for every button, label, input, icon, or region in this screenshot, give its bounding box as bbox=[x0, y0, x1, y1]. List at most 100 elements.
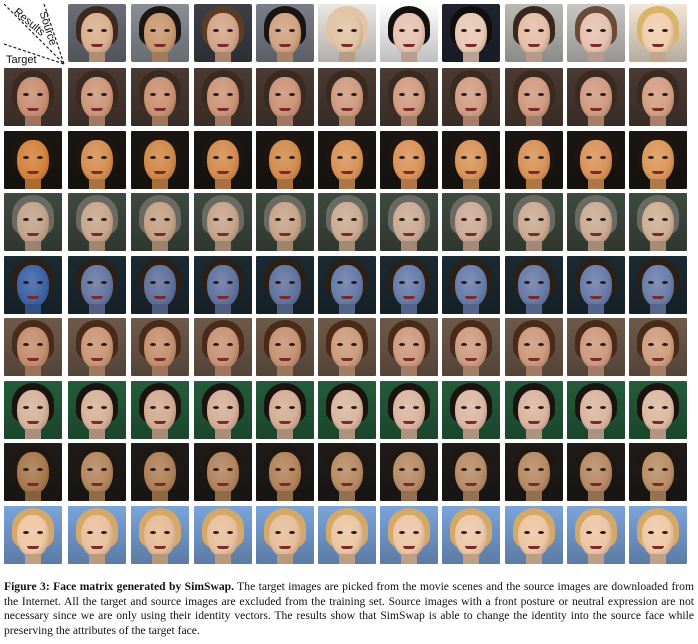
result-face-r8-c1 bbox=[68, 506, 126, 564]
result-face-r5-c5 bbox=[318, 318, 376, 376]
result-face-r7-c4 bbox=[256, 443, 314, 501]
result-face-r5-c7 bbox=[442, 318, 500, 376]
result-face-r1-c6 bbox=[380, 68, 438, 126]
result-face-r4-c5 bbox=[318, 256, 376, 314]
result-face-r4-c8 bbox=[505, 256, 563, 314]
result-face-r5-c9 bbox=[567, 318, 625, 376]
result-face-r8-c6 bbox=[380, 506, 438, 564]
result-face-r4-c7 bbox=[442, 256, 500, 314]
result-face-r6-c3 bbox=[194, 381, 252, 439]
result-face-r2-c3 bbox=[194, 131, 252, 189]
result-face-r4-c10 bbox=[629, 256, 687, 314]
source-face-5 bbox=[318, 4, 376, 62]
result-face-r2-c5 bbox=[318, 131, 376, 189]
source-face-2 bbox=[131, 4, 189, 62]
result-face-r1-c3 bbox=[194, 68, 252, 126]
result-face-r5-c2 bbox=[131, 318, 189, 376]
source-face-6 bbox=[380, 4, 438, 62]
result-face-r8-c10 bbox=[629, 506, 687, 564]
result-face-r8-c7 bbox=[442, 506, 500, 564]
target-face-4 bbox=[4, 256, 62, 314]
result-face-r1-c4 bbox=[256, 68, 314, 126]
corner-divider-lines bbox=[3, 3, 65, 65]
result-face-r1-c7 bbox=[442, 68, 500, 126]
result-face-r8-c3 bbox=[194, 506, 252, 564]
source-face-9 bbox=[567, 4, 625, 62]
target-label: Target bbox=[6, 54, 37, 66]
target-face-6 bbox=[4, 381, 62, 439]
result-face-r5-c1 bbox=[68, 318, 126, 376]
result-face-r6-c2 bbox=[131, 381, 189, 439]
result-face-r2-c4 bbox=[256, 131, 314, 189]
result-face-r1-c1 bbox=[68, 68, 126, 126]
caption-label: Figure 3: Face matrix generated by SimSw… bbox=[4, 580, 234, 593]
source-face-7 bbox=[442, 4, 500, 62]
result-face-r3-c3 bbox=[194, 193, 252, 251]
source-face-1 bbox=[68, 4, 126, 62]
result-face-r7-c1 bbox=[68, 443, 126, 501]
result-face-r3-c10 bbox=[629, 193, 687, 251]
source-face-4 bbox=[256, 4, 314, 62]
result-face-r2-c9 bbox=[567, 131, 625, 189]
result-face-r2-c2 bbox=[131, 131, 189, 189]
result-face-r7-c2 bbox=[131, 443, 189, 501]
result-face-r4-c1 bbox=[68, 256, 126, 314]
face-matrix-figure: Source Results Target bbox=[3, 3, 687, 564]
source-face-8 bbox=[505, 4, 563, 62]
result-face-r1-c2 bbox=[131, 68, 189, 126]
result-face-r4-c6 bbox=[380, 256, 438, 314]
result-face-r1-c8 bbox=[505, 68, 563, 126]
target-face-2 bbox=[4, 131, 62, 189]
result-face-r6-c9 bbox=[567, 381, 625, 439]
target-face-8 bbox=[4, 506, 62, 564]
result-face-r6-c7 bbox=[442, 381, 500, 439]
figure-caption: Figure 3: Face matrix generated by SimSw… bbox=[4, 580, 694, 638]
result-face-r3-c7 bbox=[442, 193, 500, 251]
result-face-r7-c8 bbox=[505, 443, 563, 501]
target-face-7 bbox=[4, 443, 62, 501]
result-face-r7-c5 bbox=[318, 443, 376, 501]
result-face-r3-c1 bbox=[68, 193, 126, 251]
result-face-r3-c4 bbox=[256, 193, 314, 251]
result-face-r2-c6 bbox=[380, 131, 438, 189]
result-face-r4-c9 bbox=[567, 256, 625, 314]
result-face-r5-c6 bbox=[380, 318, 438, 376]
result-face-r7-c9 bbox=[567, 443, 625, 501]
result-face-r6-c5 bbox=[318, 381, 376, 439]
result-face-r2-c1 bbox=[68, 131, 126, 189]
result-face-r5-c3 bbox=[194, 318, 252, 376]
result-face-r4-c3 bbox=[194, 256, 252, 314]
result-face-r3-c2 bbox=[131, 193, 189, 251]
result-face-r3-c9 bbox=[567, 193, 625, 251]
result-face-r8-c5 bbox=[318, 506, 376, 564]
result-face-r3-c8 bbox=[505, 193, 563, 251]
result-face-r3-c6 bbox=[380, 193, 438, 251]
result-face-r2-c7 bbox=[442, 131, 500, 189]
result-face-r2-c10 bbox=[629, 131, 687, 189]
result-face-r8-c9 bbox=[567, 506, 625, 564]
target-face-3 bbox=[4, 193, 62, 251]
result-face-r7-c7 bbox=[442, 443, 500, 501]
result-face-r5-c4 bbox=[256, 318, 314, 376]
result-face-r6-c4 bbox=[256, 381, 314, 439]
result-face-r1-c10 bbox=[629, 68, 687, 126]
result-face-r6-c6 bbox=[380, 381, 438, 439]
result-face-r6-c8 bbox=[505, 381, 563, 439]
result-face-r7-c3 bbox=[194, 443, 252, 501]
result-face-r8-c4 bbox=[256, 506, 314, 564]
result-face-r7-c6 bbox=[380, 443, 438, 501]
result-face-r6-c1 bbox=[68, 381, 126, 439]
result-face-r4-c2 bbox=[131, 256, 189, 314]
result-face-r7-c10 bbox=[629, 443, 687, 501]
target-face-1 bbox=[4, 68, 62, 126]
result-face-r2-c8 bbox=[505, 131, 563, 189]
result-face-r3-c5 bbox=[318, 193, 376, 251]
result-face-r6-c10 bbox=[629, 381, 687, 439]
result-face-r4-c4 bbox=[256, 256, 314, 314]
result-face-r8-c8 bbox=[505, 506, 563, 564]
result-face-r1-c9 bbox=[567, 68, 625, 126]
caption-text: The target images are picked from the mo… bbox=[4, 580, 694, 637]
result-face-r1-c5 bbox=[318, 68, 376, 126]
source-face-3 bbox=[194, 4, 252, 62]
source-face-10 bbox=[629, 4, 687, 62]
